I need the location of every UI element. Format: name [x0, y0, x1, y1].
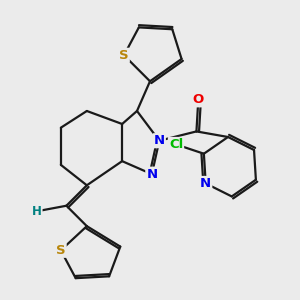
Text: N: N: [154, 134, 165, 147]
Text: O: O: [193, 93, 204, 106]
Text: S: S: [56, 244, 66, 257]
Text: N: N: [200, 177, 211, 190]
Text: Cl: Cl: [169, 138, 183, 151]
Text: H: H: [32, 205, 42, 218]
Text: N: N: [146, 168, 158, 181]
Text: S: S: [119, 49, 129, 62]
